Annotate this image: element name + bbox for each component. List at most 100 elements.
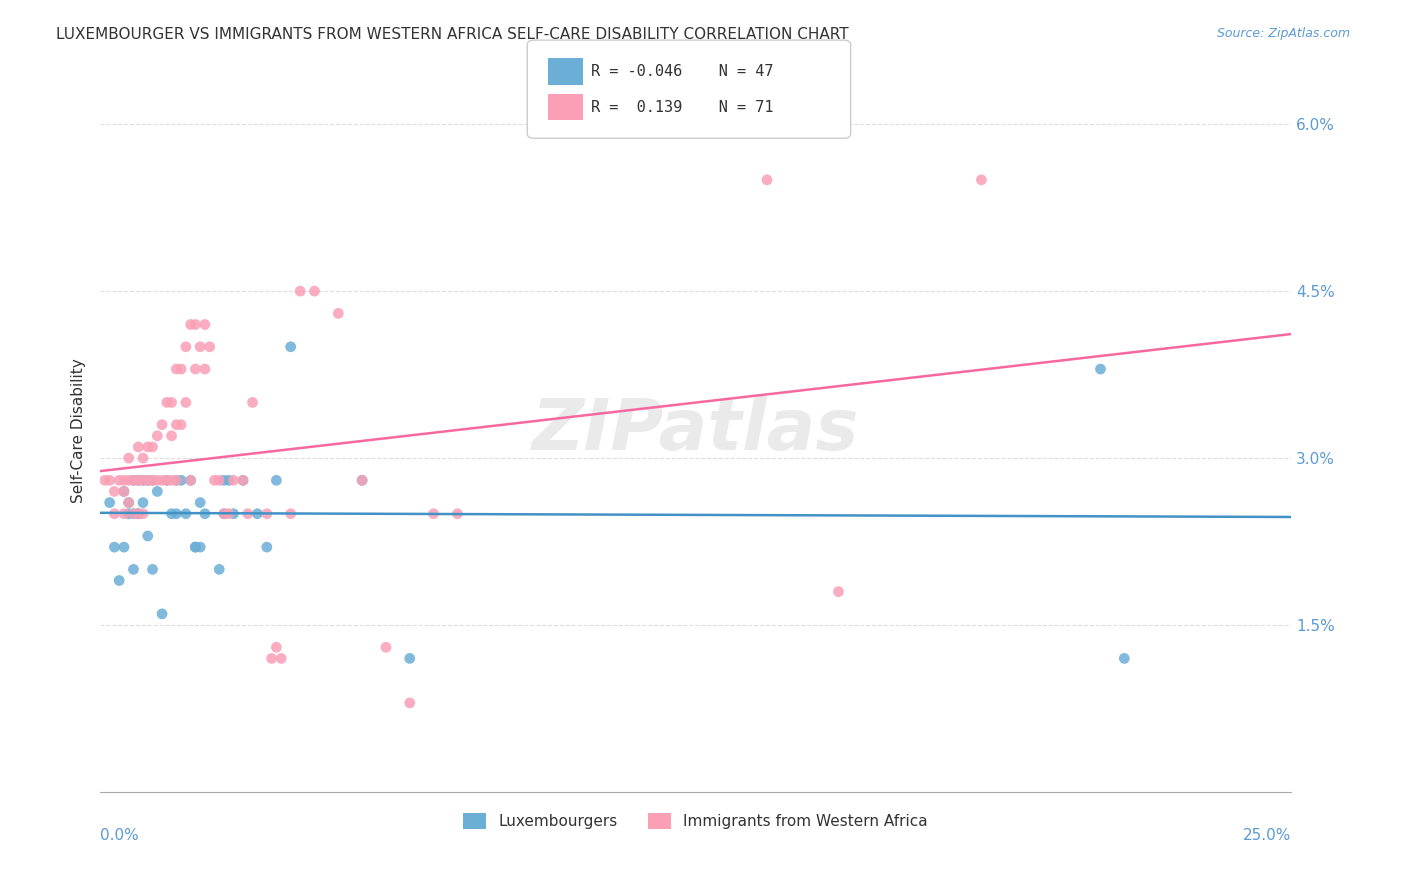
Point	[112, 540, 135, 554]
Text: 25.0%: 25.0%	[1243, 828, 1291, 843]
Text: ZIPatlas: ZIPatlas	[531, 396, 859, 465]
Point	[150, 473, 173, 487]
Point	[212, 473, 235, 487]
Point	[160, 395, 183, 409]
Point	[156, 473, 179, 487]
Point	[160, 429, 183, 443]
Point	[352, 473, 374, 487]
Point	[266, 473, 288, 487]
Point	[212, 507, 235, 521]
Point	[127, 473, 149, 487]
Point	[136, 529, 159, 543]
Point	[127, 473, 149, 487]
Point	[194, 362, 217, 376]
Point	[188, 340, 211, 354]
Point	[290, 284, 312, 298]
Text: R =  0.139    N = 71: R = 0.139 N = 71	[591, 100, 773, 114]
Point	[222, 473, 245, 487]
Point	[112, 507, 135, 521]
Point	[132, 507, 155, 521]
Point	[184, 318, 207, 332]
Point	[122, 473, 145, 487]
Point	[352, 473, 374, 487]
Point	[165, 473, 187, 487]
Point	[232, 473, 254, 487]
Point	[170, 362, 193, 376]
Point	[174, 507, 197, 521]
Point	[141, 473, 163, 487]
Point	[118, 495, 141, 509]
Point	[112, 473, 135, 487]
Point	[156, 395, 179, 409]
Point	[446, 507, 468, 521]
Point	[194, 318, 217, 332]
Point	[184, 540, 207, 554]
Point	[150, 607, 173, 621]
Point	[122, 507, 145, 521]
Point	[141, 562, 163, 576]
Text: 0.0%: 0.0%	[100, 828, 139, 843]
Point	[208, 473, 231, 487]
Point	[398, 696, 420, 710]
Point	[103, 484, 125, 499]
Point	[256, 507, 278, 521]
Point	[94, 473, 117, 487]
Point	[218, 473, 240, 487]
Point	[246, 507, 269, 521]
Point	[122, 562, 145, 576]
Point	[160, 507, 183, 521]
Point	[118, 473, 141, 487]
Point	[132, 473, 155, 487]
Point	[180, 473, 202, 487]
Point	[165, 417, 187, 432]
Point	[970, 173, 993, 187]
Point	[150, 417, 173, 432]
Point	[127, 440, 149, 454]
Point	[132, 495, 155, 509]
Point	[174, 395, 197, 409]
Point	[136, 473, 159, 487]
Point	[827, 584, 849, 599]
Text: LUXEMBOURGER VS IMMIGRANTS FROM WESTERN AFRICA SELF-CARE DISABILITY CORRELATION : LUXEMBOURGER VS IMMIGRANTS FROM WESTERN …	[56, 27, 849, 42]
Point	[136, 473, 159, 487]
Point	[304, 284, 326, 298]
Point	[136, 440, 159, 454]
Point	[174, 340, 197, 354]
Point	[108, 473, 131, 487]
Point	[204, 473, 226, 487]
Point	[422, 507, 444, 521]
Point	[141, 473, 163, 487]
Point	[256, 540, 278, 554]
Point	[398, 651, 420, 665]
Point	[127, 507, 149, 521]
Point	[127, 507, 149, 521]
Point	[232, 473, 254, 487]
Point	[146, 429, 169, 443]
Point	[112, 484, 135, 499]
Point	[180, 473, 202, 487]
Point	[170, 417, 193, 432]
Point	[212, 507, 235, 521]
Point	[141, 440, 163, 454]
Point	[236, 507, 259, 521]
Point	[180, 318, 202, 332]
Point	[194, 507, 217, 521]
Point	[146, 473, 169, 487]
Point	[112, 484, 135, 499]
Point	[165, 473, 187, 487]
Point	[103, 540, 125, 554]
Point	[170, 473, 193, 487]
Point	[122, 473, 145, 487]
Point	[198, 340, 221, 354]
Point	[98, 495, 121, 509]
Point	[98, 473, 121, 487]
Point	[218, 507, 240, 521]
Point	[374, 640, 396, 655]
Legend: Luxembourgers, Immigrants from Western Africa: Luxembourgers, Immigrants from Western A…	[457, 806, 934, 835]
Point	[108, 574, 131, 588]
Point	[280, 507, 302, 521]
Point	[165, 362, 187, 376]
Point	[132, 473, 155, 487]
Y-axis label: Self-Care Disability: Self-Care Disability	[72, 358, 86, 502]
Point	[118, 507, 141, 521]
